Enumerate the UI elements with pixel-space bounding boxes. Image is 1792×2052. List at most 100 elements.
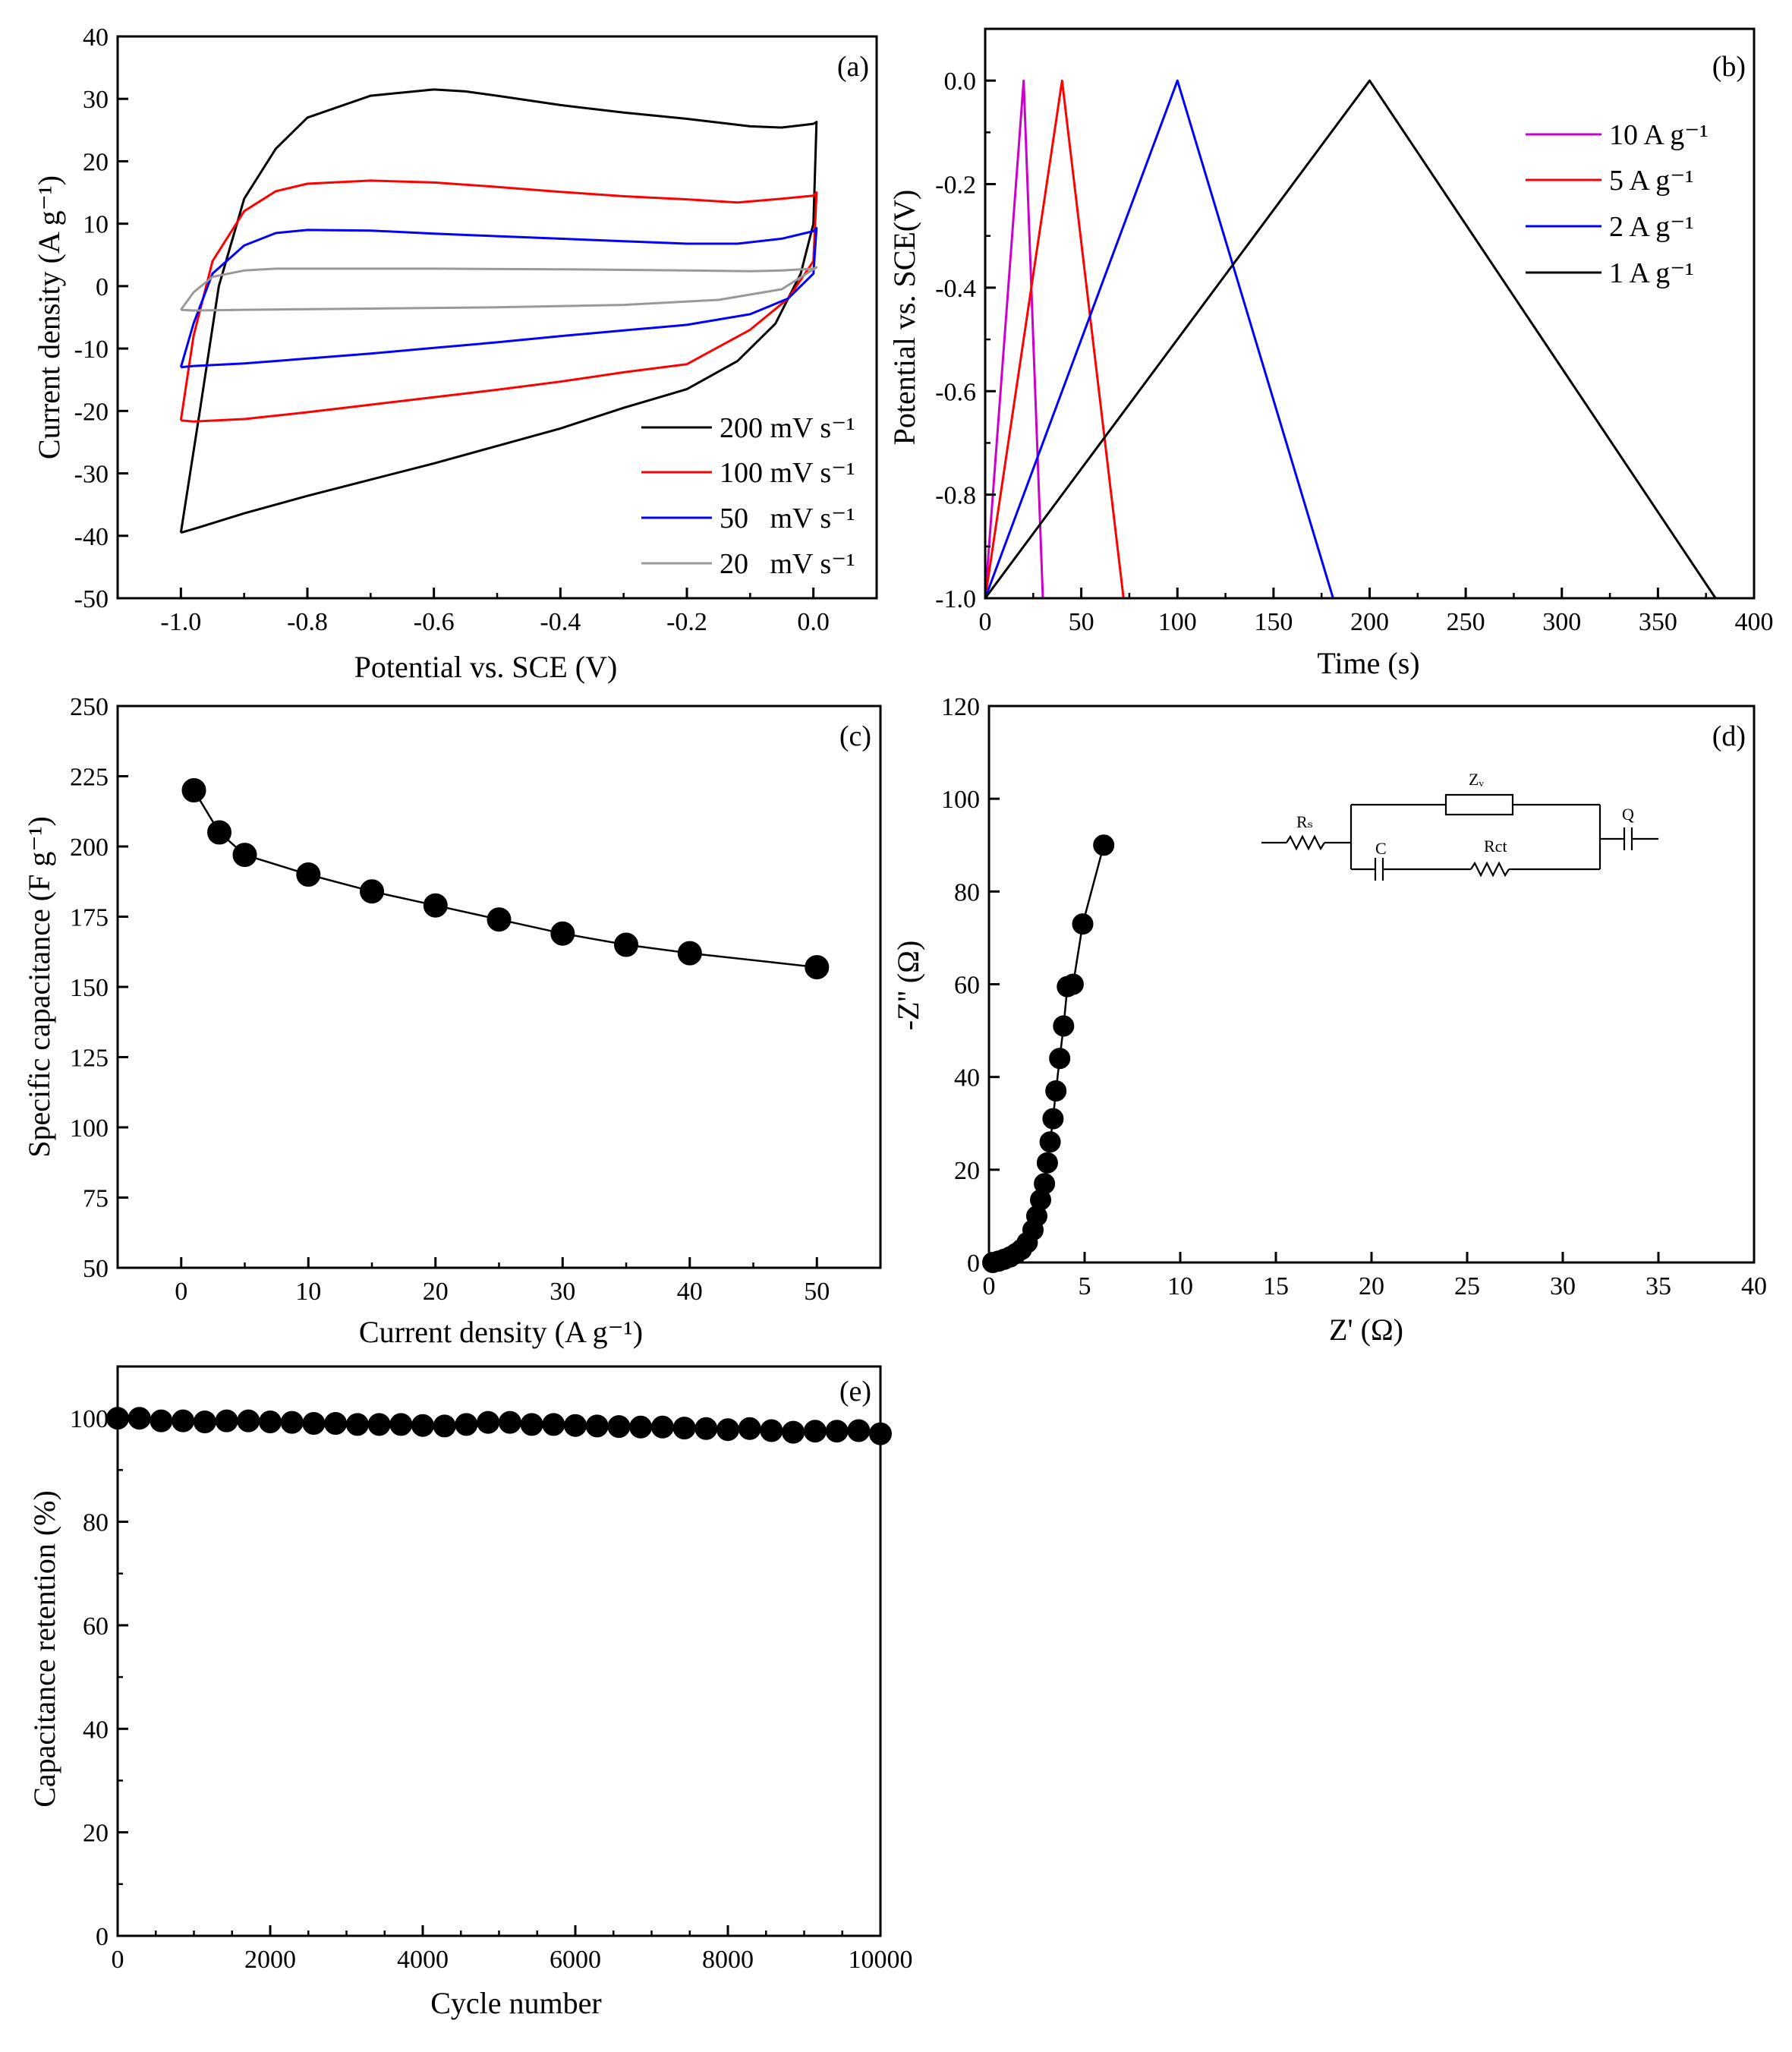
panel-e-data-point [215, 1409, 238, 1433]
panel-d-nyquist-chart: 0 5 10 15 20 25 30 35 40 0 20 40 60 80 100 120 (d) Z' (… [891, 693, 1767, 1347]
panel-b-y-tick-label: -0.6 [935, 378, 976, 406]
panel-d-x-tick-label: 25 [1454, 1272, 1480, 1300]
panel-d-x-tick-label: 5 [1079, 1272, 1091, 1300]
panel-c-data-point [232, 843, 257, 868]
panel-e-data-point [760, 1419, 783, 1442]
panel-d-series-group [982, 834, 1115, 1273]
legend-a-label-100: 100 mV s⁻¹ [720, 457, 855, 489]
panel-b-x-tick-label: 0 [979, 608, 992, 636]
panel-c-data-point [614, 932, 638, 957]
panel-a-x-tick-label: -0.8 [287, 608, 328, 636]
panel-d-y-tick-label: 20 [954, 1157, 980, 1185]
panel-e-data-point [367, 1413, 391, 1436]
panel-b-y-tick-label: -0.4 [935, 275, 976, 303]
panel-e-data-point [498, 1411, 521, 1434]
panel-a-y-tick-label: -40 [74, 523, 109, 551]
panel-d-y-axis-label: -Z'' (Ω) [891, 941, 925, 1031]
panel-e-data-point [411, 1414, 434, 1437]
panel-b-legend: 10 A g⁻¹ 5 A g⁻¹ 2 A g⁻¹ 1 A g⁻¹ [1526, 119, 1709, 289]
panel-e-x-tick-label: 0 [112, 1946, 124, 1974]
panel-e-data-point [650, 1415, 674, 1439]
panel-d-data-point [1039, 1131, 1061, 1153]
panel-a-x-axis-label: Potential vs. SCE (V) [354, 650, 618, 684]
panel-a-x-tick-label: -0.6 [414, 608, 455, 636]
panel-b-x-tick-label: 350 [1639, 608, 1677, 636]
panel-a-y-axis-label: Current density (A g⁻¹) [32, 175, 66, 459]
panel-e-data-point [455, 1413, 478, 1436]
panel-d-data-point [1093, 834, 1115, 856]
panel-d-label: (d) [1712, 720, 1746, 752]
legend-a-label-200: 200 mV s⁻¹ [720, 412, 855, 444]
panel-e-retention-chart: 0 2000 4000 6000 8000 10000 0 20 40 60 80 100 (e) C… [27, 1365, 913, 2020]
panel-b-frame [984, 27, 1756, 600]
panel-b-y-tick-label: 0.0 [944, 68, 977, 96]
panel-c-x-tick-label: 10 [295, 1278, 321, 1306]
panel-c-y-tick-label: 150 [70, 974, 109, 1002]
legend-a-label-50: 50 mV s⁻¹ [720, 503, 855, 534]
panel-e-data-point [237, 1409, 260, 1433]
panel-d-x-tick-label: 35 [1646, 1272, 1671, 1300]
panel-a-ticks: -1.0 -0.8 -0.6 -0.4 -0.2 0.0 -50 -40 -30 -20 -10 0 1… [74, 24, 878, 636]
panel-a-x-tick-label: 0.0 [797, 608, 830, 636]
panel-d-data-point [1053, 1015, 1075, 1037]
panel-d-x-tick-label: 0 [983, 1272, 996, 1300]
panel-b-x-tick-label: 300 [1542, 608, 1581, 636]
panel-e-x-tick-label: 8000 [702, 1946, 754, 1974]
panel-e-ticks: 0 2000 4000 6000 8000 10000 0 20 40 60 80 100 [70, 1365, 913, 1974]
panel-e-data-point [280, 1411, 304, 1434]
panel-e-data-point [782, 1420, 805, 1444]
panel-c-x-tick-label: 50 [804, 1278, 830, 1306]
panel-e-data-point [825, 1420, 849, 1443]
panel-e-y-axis-label: Capacitance retention (%) [27, 1490, 61, 1808]
panel-a-y-tick-label: 0 [96, 273, 109, 301]
panel-c-x-tick-label: 40 [677, 1278, 703, 1306]
panel-d-frame [987, 704, 1756, 1264]
panel-d-y-tick-label: 100 [941, 786, 980, 814]
panel-d-x-tick-label: 30 [1550, 1272, 1576, 1300]
panel-c-x-tick-label: 0 [175, 1278, 187, 1306]
panel-c-frame [116, 704, 882, 1269]
panel-c-data-point [360, 879, 384, 904]
panel-b-x-tick-label: 100 [1158, 608, 1197, 636]
panel-d-data-point [1062, 973, 1084, 995]
panel-b-x-tick-label: 50 [1069, 608, 1094, 636]
panel-c-y-tick-label: 100 [70, 1114, 109, 1143]
equivalent-circuit-diagram: Rₛ Zᵥ C Rct Q [1261, 770, 1658, 881]
panel-b-series-line-2 [984, 79, 1334, 599]
panel-c-x-axis-label: Current density (A g⁻¹) [359, 1315, 643, 1349]
panel-d-data-point [1034, 1173, 1056, 1195]
resistor-rct-symbol [1470, 861, 1510, 878]
panel-c-ticks: 0 10 20 30 40 50 50 75 100 125 150 175 200 225 250 [70, 693, 882, 1306]
circuit-label-c: C [1375, 839, 1387, 858]
panel-b-label: (b) [1712, 51, 1746, 83]
panel-e-data-point [672, 1417, 696, 1440]
panel-a-y-tick-label: 10 [83, 211, 109, 239]
panel-a-y-tick-label: -20 [74, 398, 109, 426]
panel-d-x-tick-label: 40 [1741, 1272, 1767, 1300]
panel-a-x-tick-label: -0.2 [666, 608, 707, 636]
panel-d-x-tick-label: 20 [1359, 1272, 1384, 1300]
panel-e-data-point [716, 1418, 739, 1442]
panel-e-data-point [477, 1411, 500, 1434]
panel-a-y-tick-label: 30 [83, 86, 109, 114]
circuit-label-zw: Zᵥ [1469, 770, 1484, 789]
panel-e-data-point [302, 1412, 326, 1435]
panel-d-y-tick-label: 120 [941, 693, 980, 721]
panel-b-x-tick-label: 200 [1350, 608, 1389, 636]
panel-c-series-group [181, 778, 830, 980]
panel-e-data-point [738, 1417, 761, 1440]
panel-c-data-point [296, 862, 321, 887]
panel-a-y-tick-label: -50 [74, 585, 109, 613]
panel-a-x-tick-label: -0.4 [540, 608, 581, 636]
panel-c-y-tick-label: 75 [83, 1185, 109, 1213]
panel-c-y-tick-label: 250 [70, 693, 109, 721]
resistor-rs-symbol [1286, 834, 1325, 851]
panel-b-series-line-0 [984, 79, 1044, 599]
panel-e-x-tick-label: 4000 [397, 1946, 449, 1974]
panel-e-y-tick-label: 60 [83, 1612, 109, 1641]
panel-a-label: (a) [837, 51, 869, 83]
panel-a-y-tick-label: 20 [83, 148, 109, 176]
panel-e-y-tick-label: 20 [83, 1820, 109, 1848]
panel-a-legend: 200 mV s⁻¹ 100 mV s⁻¹ 50 mV s⁻¹ 20 mV s⁻… [641, 412, 855, 580]
